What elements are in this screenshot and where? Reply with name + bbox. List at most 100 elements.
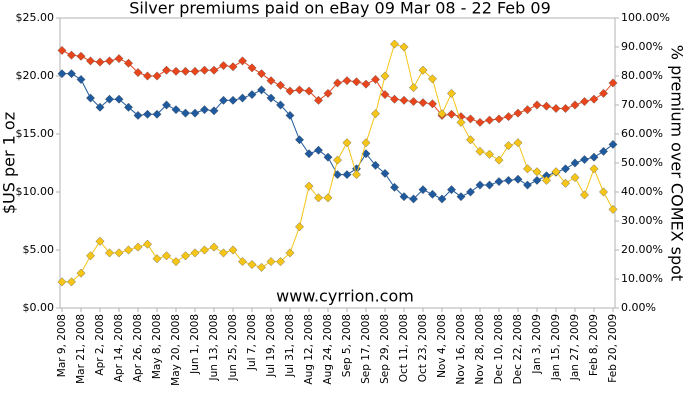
x-tick-label: Jun 25, 2008 bbox=[227, 314, 239, 382]
x-tick-label: Sep 5, 2008 bbox=[341, 314, 353, 377]
annotation: www.cyrrion.com bbox=[276, 287, 414, 306]
data-point bbox=[124, 58, 133, 68]
data-point bbox=[485, 149, 494, 159]
data-point bbox=[143, 109, 152, 119]
data-point bbox=[276, 257, 285, 267]
data-point bbox=[152, 71, 162, 81]
data-point bbox=[162, 251, 171, 261]
data-point bbox=[428, 189, 437, 199]
data-point bbox=[266, 76, 276, 86]
x-tick-label: Nov 28, 2008 bbox=[474, 314, 486, 385]
data-point bbox=[95, 57, 105, 67]
data-point bbox=[390, 94, 399, 104]
data-point bbox=[418, 185, 428, 195]
data-point bbox=[276, 80, 285, 90]
data-point bbox=[67, 277, 76, 287]
data-point bbox=[266, 257, 276, 267]
data-point bbox=[532, 175, 542, 185]
data-point bbox=[561, 103, 570, 113]
x-tick-label: Nov 16, 2008 bbox=[455, 314, 467, 385]
x-tick-label: Jun 13, 2008 bbox=[208, 314, 220, 382]
data-point bbox=[295, 135, 304, 145]
data-point bbox=[561, 164, 570, 174]
data-point bbox=[333, 78, 342, 88]
data-point bbox=[456, 117, 466, 127]
x-tick-label: Feb 8, 2009 bbox=[588, 314, 600, 376]
y2-tick-label: 80.00% bbox=[621, 69, 663, 82]
data-point bbox=[133, 242, 143, 252]
y-tick-label: $25.00 bbox=[16, 11, 55, 24]
data-point bbox=[95, 236, 105, 246]
data-point bbox=[266, 93, 276, 103]
data-point bbox=[399, 192, 409, 202]
data-point bbox=[523, 164, 532, 174]
x-tick-label: Jan 3, 2009 bbox=[531, 314, 543, 375]
data-point bbox=[532, 167, 542, 177]
data-point bbox=[342, 138, 352, 148]
x-tick-label: Jan 15, 2009 bbox=[550, 314, 562, 381]
y2-axis-label: % premium over COMEX spot bbox=[668, 45, 685, 281]
data-point bbox=[228, 95, 238, 105]
data-point bbox=[599, 146, 608, 156]
data-point bbox=[314, 95, 323, 105]
data-point bbox=[475, 117, 485, 127]
data-point bbox=[86, 93, 95, 103]
x-tick-label: Aug 12, 2008 bbox=[303, 314, 315, 385]
data-point bbox=[133, 110, 143, 120]
y-tick-label: $5.00 bbox=[23, 243, 55, 256]
data-point bbox=[276, 100, 285, 110]
y-tick-label: $20.00 bbox=[16, 69, 55, 82]
data-point bbox=[523, 105, 532, 115]
x-tick-label: Jan 27, 2009 bbox=[569, 314, 581, 381]
data-point bbox=[447, 185, 456, 195]
x-tick-label: Apr 14, 2008 bbox=[113, 314, 125, 382]
data-point bbox=[57, 277, 67, 287]
y2-tick-label: 0.00% bbox=[621, 301, 656, 314]
y2-tick-label: 40.00% bbox=[621, 185, 663, 198]
data-point bbox=[76, 51, 86, 61]
data-point bbox=[105, 56, 114, 66]
data-point bbox=[466, 114, 475, 124]
data-point bbox=[323, 193, 333, 203]
data-point bbox=[323, 88, 333, 98]
data-point bbox=[86, 251, 95, 261]
x-tick-label: Nov 4, 2008 bbox=[436, 314, 448, 378]
x-tick-label: May 8, 2008 bbox=[151, 314, 163, 379]
data-point bbox=[181, 66, 190, 76]
data-point bbox=[390, 182, 399, 192]
data-point bbox=[542, 101, 551, 111]
y-tick-label: $10.00 bbox=[16, 185, 55, 198]
data-point bbox=[380, 90, 390, 100]
data-point bbox=[342, 170, 352, 180]
x-tick-label: Feb 20, 2009 bbox=[607, 314, 619, 383]
data-point bbox=[304, 86, 314, 96]
data-point bbox=[580, 155, 589, 165]
data-point bbox=[418, 65, 428, 75]
data-point bbox=[314, 193, 323, 203]
data-point bbox=[238, 56, 247, 66]
data-point bbox=[219, 61, 228, 71]
data-point bbox=[190, 248, 200, 258]
x-tick-label: Sep 29, 2008 bbox=[379, 314, 391, 384]
data-point bbox=[561, 178, 570, 188]
data-point bbox=[171, 105, 181, 115]
data-point bbox=[228, 245, 238, 255]
data-point bbox=[570, 100, 580, 110]
data-point bbox=[466, 187, 475, 197]
data-point bbox=[304, 181, 314, 191]
data-point bbox=[523, 180, 532, 190]
data-point bbox=[238, 257, 247, 267]
x-tick-label: Oct 23, 2008 bbox=[417, 314, 429, 382]
data-point bbox=[247, 260, 257, 269]
x-tick-label: Sep 17, 2008 bbox=[360, 314, 372, 384]
data-point bbox=[57, 45, 67, 55]
data-point bbox=[409, 194, 418, 204]
data-point bbox=[285, 110, 295, 120]
data-point bbox=[181, 108, 190, 118]
data-point bbox=[437, 109, 447, 119]
data-point bbox=[86, 56, 95, 66]
data-point bbox=[542, 175, 551, 185]
data-point bbox=[361, 138, 371, 148]
